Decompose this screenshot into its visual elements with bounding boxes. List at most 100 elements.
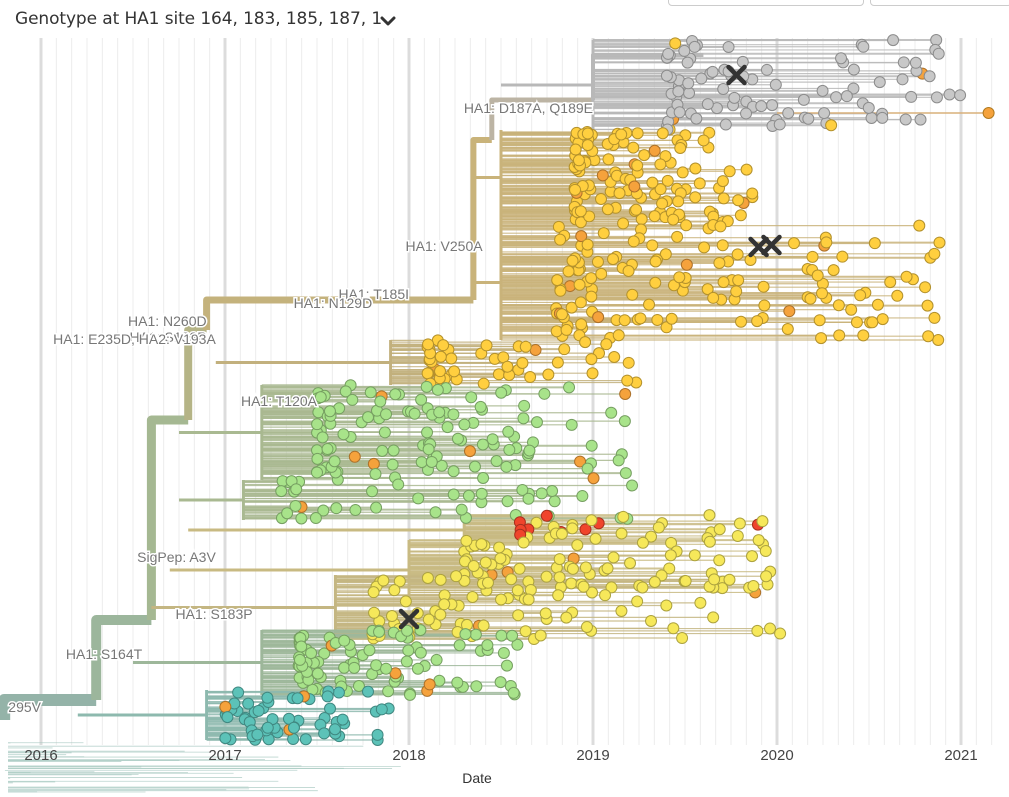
tree-tip [516,483,529,496]
tree-tip [251,728,264,741]
tree-tip [476,438,489,451]
tree-tip [619,467,632,480]
tree-tip [596,169,609,182]
chevron-down-icon[interactable] [379,12,397,30]
tree-tip [553,553,566,566]
tree-tip [552,220,565,233]
tree-tip [463,445,476,458]
tree-tip [477,619,490,632]
tree-tip [375,703,388,716]
tree-tip [732,194,745,207]
tree-tip [492,368,505,381]
tree-tip [388,584,401,597]
tree-tip [679,574,692,587]
tree-tip [680,258,693,271]
tree-tip [876,313,889,326]
tree-tip [722,40,735,53]
tree-tip [713,523,726,536]
tree-tip [701,283,714,296]
tree-tip [612,329,625,342]
tree-tip [539,607,552,620]
tree-tip [500,659,513,672]
tree-branch [203,296,474,330]
tree-header: Genotype at HA1 site 164, 183, 185, 187,… [0,0,1009,40]
tree-tip [585,514,598,527]
tree-tip [366,485,379,498]
tree-tip [913,219,926,232]
tree-tip [481,639,494,652]
tree-tip [422,613,435,626]
tree-tip [420,380,433,393]
tree-tip [804,292,817,305]
tree-tip [676,166,689,179]
tree-tip [535,487,548,500]
tree-tip [261,721,274,734]
tree-tip [797,93,810,106]
tree-tip [332,686,345,699]
tree-tip [662,47,675,60]
tree-branch [146,415,189,620]
tree-tip [703,509,716,522]
tree-tip [697,134,710,147]
tree-tip [774,627,787,640]
tree-tip [348,661,361,674]
tree-tip [648,575,661,588]
tree-tip [615,527,628,540]
tree-tip [569,183,582,196]
branch-label: HA1: S164T [66,646,143,662]
tree-tip [706,65,719,78]
tree-tip [816,287,829,300]
tree-tip [730,285,743,298]
tree-tip [316,431,329,444]
tree-tip [752,534,765,547]
tree-tip [317,504,330,517]
tree-tip [919,281,932,294]
tree-tip [626,288,639,301]
tree-tip [574,205,587,218]
tree-tip [585,439,598,452]
tree-tip [667,622,680,635]
tree-tip [551,356,564,369]
tree-tip [434,365,447,378]
tree-tip [747,580,760,593]
tree-tip [336,713,349,726]
tree-tip [728,91,741,104]
tree-tip [636,536,649,549]
tree-tip [661,174,674,187]
cross-marker [761,234,782,256]
tree-tip [660,69,673,82]
tree-tip [731,529,744,542]
layout-dropdown[interactable] [668,0,864,6]
tree-tip [361,685,374,698]
tree-tip [282,712,295,725]
tree-tip [732,274,745,287]
tree-tip [309,512,322,525]
x-tick-label: 2018 [392,747,425,764]
tree-tip [299,733,312,746]
tree-tip [681,56,694,69]
tree-tip [781,323,794,336]
tree-tip [871,298,884,311]
tree-tip [830,91,843,104]
tree-tip [659,248,672,261]
tree-tip [579,336,592,349]
tree-tip [586,367,599,380]
tree-tip [367,586,380,599]
tree-tip [501,360,514,373]
tree-tip [402,644,415,657]
tree-tip [669,37,682,50]
cross-markers [398,64,782,630]
tree-tip [865,111,878,124]
tree-tip [434,350,447,363]
tree-tip [605,406,618,419]
tree-tip [475,487,488,500]
tree-tip [773,118,786,131]
tree-tip [295,640,308,653]
tree-tip [719,118,732,131]
tree-tip [660,321,673,334]
tree-branch [184,326,207,420]
tree-tip [581,139,594,152]
distance-dropdown[interactable] [870,0,1009,6]
tree-tip [311,452,324,465]
tree-tip [755,100,768,113]
